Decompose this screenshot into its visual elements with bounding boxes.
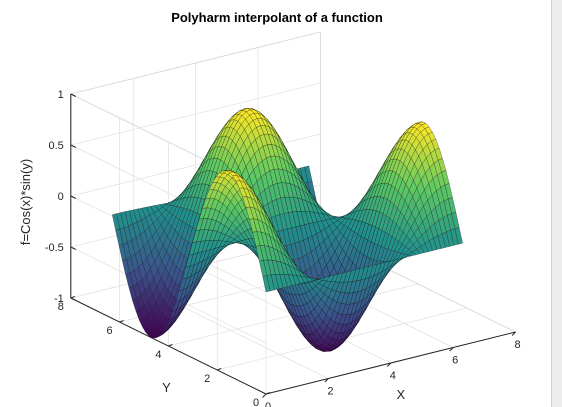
- y-tick-label: 8: [58, 301, 64, 313]
- x-tick-label: 6: [452, 355, 458, 367]
- z-tick-label: 0.5: [49, 140, 64, 152]
- z-tick-label: 1: [58, 89, 64, 101]
- box-edge: [70, 31, 321, 95]
- y-tick-label: 0: [253, 397, 259, 407]
- x-tick: [386, 362, 392, 367]
- surface-patch: [454, 227, 463, 245]
- y-tick: [70, 296, 75, 299]
- z-tick: [70, 93, 77, 97]
- x-tick: [511, 331, 516, 336]
- y-tick-label: 6: [107, 325, 113, 337]
- z-tick: [70, 144, 77, 148]
- y-tick: [265, 392, 271, 395]
- z-tick: [70, 246, 77, 250]
- chart-title: Polyharm interpolant of a function: [171, 10, 383, 25]
- y-tick: [217, 368, 222, 371]
- x-axis-label: X: [396, 387, 405, 402]
- z-tick: [70, 195, 77, 199]
- z-tick: [70, 297, 77, 301]
- z-axis-label: f=Cos(x)*sin(y): [18, 159, 33, 245]
- y-tick: [119, 320, 124, 323]
- y-tick-label: 4: [155, 349, 161, 361]
- gridline-z-back: [70, 82, 321, 146]
- z-tick-label: -1: [54, 293, 64, 305]
- y-tick-label: 2: [204, 373, 210, 385]
- x-tick: [449, 347, 454, 352]
- x-tick: [324, 378, 329, 383]
- x-tick-label: 0: [265, 401, 271, 407]
- x-tick: [262, 393, 267, 398]
- y-axis-label: Y: [162, 380, 171, 395]
- x-tick-label: 4: [390, 370, 396, 382]
- surface-mesh: [112, 108, 463, 352]
- z-tick-label: 0: [58, 191, 64, 203]
- x-tick-label: 2: [327, 386, 333, 398]
- y-tick: [168, 344, 173, 347]
- z-tick-label: -0.5: [45, 242, 64, 254]
- x-tick-label: 8: [515, 339, 521, 351]
- window-edge-strip: [551, 0, 562, 407]
